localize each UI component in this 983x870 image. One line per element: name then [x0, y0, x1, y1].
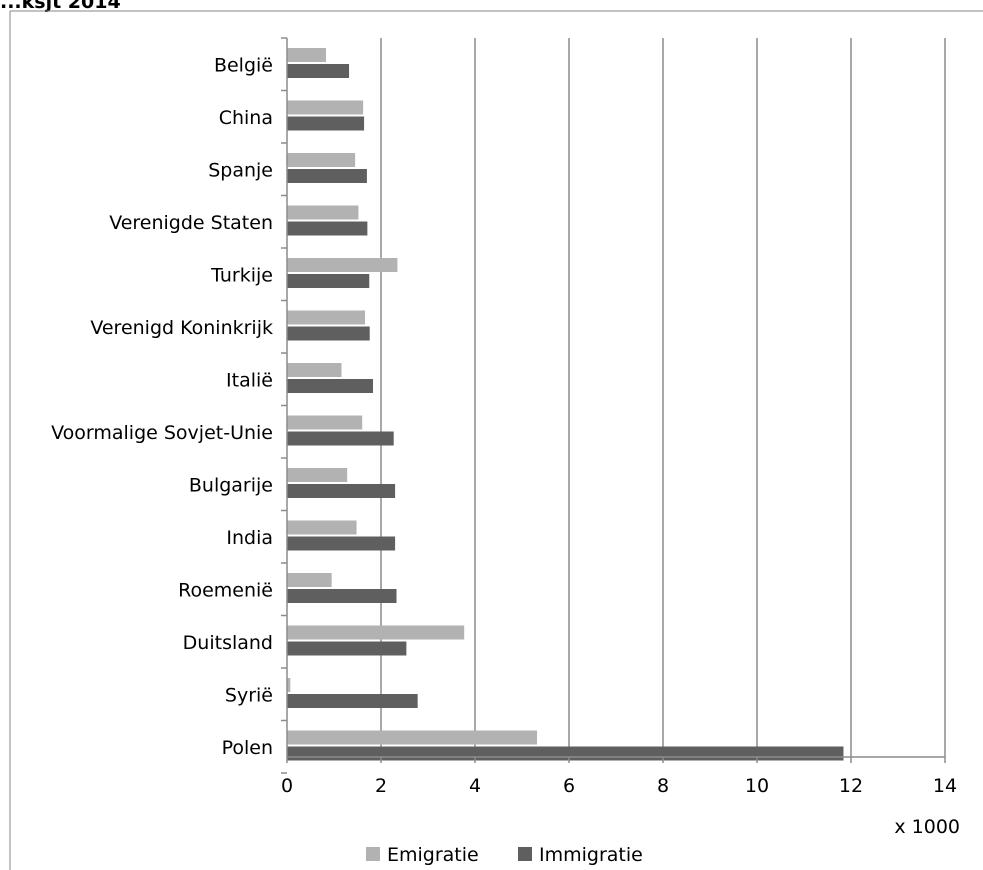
x-tick-label: 8 — [657, 775, 669, 797]
bar-emigratie-1 — [287, 100, 364, 115]
bar-immigratie-3 — [287, 221, 368, 236]
axes — [281, 37, 946, 774]
bar-emigratie-2 — [287, 153, 356, 167]
x-tick-label: 10 — [745, 775, 769, 797]
x-tick-label: 6 — [563, 775, 575, 797]
bar-immigratie-9 — [287, 536, 396, 551]
category-label: Verenigd Koninkrijk — [90, 317, 273, 339]
bar-immigratie-0 — [287, 64, 350, 78]
bar-emigratie-9 — [287, 520, 357, 535]
legend-swatch-immigratie — [518, 847, 532, 861]
bar-immigratie-5 — [287, 326, 370, 341]
category-label: België — [214, 54, 273, 76]
bar-emigratie-12 — [287, 678, 291, 692]
category-label: Verenigde Staten — [109, 212, 273, 234]
legend-label-immigratie: Immigratie — [539, 844, 643, 866]
bar-emigratie-8 — [287, 468, 348, 482]
bars — [287, 48, 844, 761]
x-tick-label: 0 — [281, 775, 293, 797]
bar-immigratie-8 — [287, 484, 396, 498]
bar-immigratie-12 — [287, 694, 418, 708]
title-layer: ...ksjt 2014 — [0, 0, 121, 13]
category-labels: België China Spanje Verenigde Staten Turkije… — [51, 54, 273, 759]
bar-immigratie-4 — [287, 274, 370, 288]
category-label: Duitsland — [183, 632, 273, 654]
chart-title: ...ksjt 2014 — [0, 0, 121, 13]
x-tick-label: 12 — [839, 775, 863, 797]
category-label: Polen — [222, 737, 273, 759]
bar-emigratie-11 — [287, 625, 465, 640]
bar-immigratie-7 — [287, 431, 394, 446]
bar-emigratie-10 — [287, 573, 332, 587]
tick-labels: 0 2 4 6 8 10 12 14 — [281, 775, 957, 797]
category-label: Syrië — [225, 684, 273, 706]
bar-immigratie-2 — [287, 169, 367, 183]
bar-emigratie-3 — [287, 205, 359, 220]
bar-emigratie-6 — [287, 363, 342, 377]
bar-immigratie-10 — [287, 589, 397, 603]
bar-immigratie-11 — [287, 641, 407, 656]
category-label: India — [226, 527, 273, 549]
chart-frame — [9, 10, 983, 870]
legend: Emigratie Immigratie — [366, 844, 643, 866]
bar-emigratie-7 — [287, 415, 363, 430]
bar-emigratie-4 — [287, 258, 398, 272]
unit-label-layer: x 1000 — [894, 816, 960, 838]
bar-emigratie-0 — [287, 48, 327, 62]
category-label: Voormalige Sovjet-Unie — [51, 422, 273, 444]
category-label: Italië — [226, 369, 273, 391]
x-tick-label: 14 — [933, 775, 957, 797]
category-label: Roemenië — [178, 579, 273, 601]
bar-immigratie-13 — [287, 746, 844, 761]
bar-emigratie-13 — [287, 730, 538, 745]
gridlines — [380, 38, 946, 757]
category-label: Turkije — [210, 264, 273, 286]
category-label: Bulgarije — [189, 474, 273, 496]
x-unit-label: x 1000 — [894, 816, 960, 838]
category-label: Spanje — [208, 159, 273, 181]
bar-emigratie-5 — [287, 310, 366, 325]
bar-immigratie-6 — [287, 379, 374, 393]
category-label: China — [219, 107, 273, 129]
bar-immigratie-1 — [287, 116, 365, 131]
legend-label-emigratie: Emigratie — [387, 844, 479, 866]
legend-swatch-emigratie — [366, 847, 380, 861]
x-tick-label: 2 — [375, 775, 387, 797]
x-tick-label: 4 — [469, 775, 481, 797]
